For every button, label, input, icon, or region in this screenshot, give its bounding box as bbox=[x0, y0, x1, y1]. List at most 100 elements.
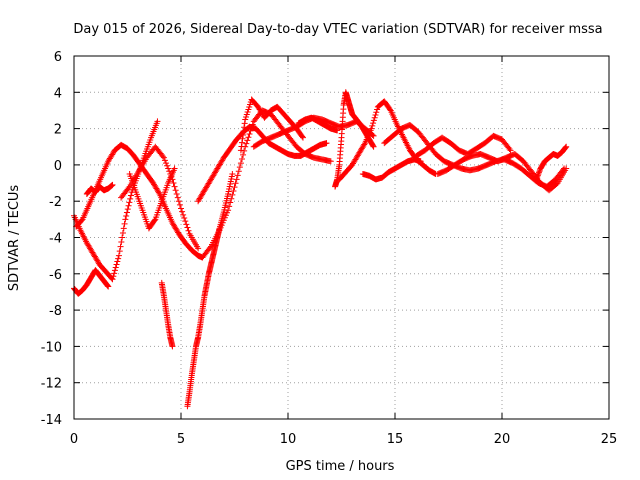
data-point bbox=[114, 258, 121, 265]
data-point bbox=[237, 160, 244, 167]
data-point bbox=[229, 191, 236, 198]
data-point bbox=[123, 212, 130, 219]
data-point bbox=[236, 164, 243, 171]
data-point bbox=[248, 124, 255, 131]
data-point bbox=[231, 184, 238, 191]
data-point bbox=[169, 343, 176, 350]
data-point bbox=[230, 187, 237, 194]
y-tick-label: 2 bbox=[54, 123, 62, 138]
x-tick-label: 5 bbox=[177, 432, 185, 447]
data-point bbox=[176, 201, 183, 208]
data-point bbox=[116, 248, 123, 255]
data-point bbox=[299, 133, 306, 140]
data-point bbox=[536, 168, 543, 175]
data-point bbox=[232, 180, 239, 187]
data-point bbox=[370, 132, 377, 139]
data-point bbox=[163, 160, 170, 167]
data-point bbox=[244, 137, 251, 144]
data-point bbox=[112, 264, 119, 271]
data-point bbox=[240, 151, 247, 158]
data-point bbox=[368, 125, 375, 132]
data-point bbox=[182, 218, 189, 225]
x-tick-label: 15 bbox=[387, 432, 404, 447]
series-arc-20 bbox=[533, 143, 570, 183]
y-axis-label: SDTVAR / TECUs bbox=[7, 185, 22, 292]
data-point bbox=[154, 118, 161, 125]
data-point bbox=[118, 239, 125, 246]
data-point bbox=[233, 176, 240, 183]
data-point bbox=[299, 134, 306, 141]
data-point bbox=[563, 165, 570, 172]
y-tick-label: -6 bbox=[49, 268, 62, 283]
data-point bbox=[115, 255, 122, 262]
y-tick-label: -8 bbox=[49, 304, 62, 319]
data-point bbox=[159, 153, 166, 160]
x-tick-label: 25 bbox=[601, 432, 618, 447]
data-point bbox=[120, 225, 127, 232]
data-point bbox=[105, 283, 112, 290]
data-point bbox=[249, 121, 256, 128]
data-point bbox=[165, 165, 172, 172]
data-point bbox=[110, 273, 117, 280]
data-point bbox=[225, 207, 232, 214]
data-point bbox=[175, 198, 182, 205]
data-point bbox=[374, 106, 381, 113]
data-point bbox=[238, 139, 245, 146]
data-point bbox=[161, 157, 168, 164]
series-arc-7 bbox=[158, 279, 176, 350]
y-tick-label: -10 bbox=[41, 340, 62, 355]
data-point bbox=[535, 170, 542, 177]
data-point bbox=[155, 189, 162, 196]
data-point bbox=[170, 180, 177, 187]
series-arc-4 bbox=[83, 181, 116, 197]
data-point bbox=[171, 183, 178, 190]
data-point bbox=[327, 158, 334, 165]
data-point bbox=[179, 208, 186, 215]
data-point bbox=[533, 176, 540, 183]
data-point bbox=[506, 146, 513, 153]
data-point bbox=[127, 195, 134, 202]
data-point bbox=[235, 168, 242, 175]
data-point bbox=[372, 111, 379, 118]
data-point bbox=[371, 114, 378, 121]
data-point bbox=[166, 168, 173, 175]
data-point bbox=[104, 282, 111, 289]
x-tick-label: 20 bbox=[494, 432, 511, 447]
data-point bbox=[234, 172, 241, 179]
data-point bbox=[240, 128, 247, 135]
data-point bbox=[323, 140, 330, 147]
data-point bbox=[229, 170, 236, 177]
data-point bbox=[370, 143, 377, 150]
data-point bbox=[535, 169, 542, 176]
series-arc-13 bbox=[295, 114, 341, 134]
data-point bbox=[109, 181, 116, 188]
data-point bbox=[111, 267, 118, 274]
x-axis-label: GPS time / hours bbox=[286, 459, 395, 474]
x-axis-ticks: 0 5 10 15 20 25 bbox=[70, 56, 617, 447]
data-point bbox=[226, 203, 233, 210]
y-tick-label: -12 bbox=[41, 377, 62, 392]
y-tick-label: 6 bbox=[54, 50, 62, 65]
data-point bbox=[228, 195, 235, 202]
data-point bbox=[124, 206, 131, 213]
data-point bbox=[370, 142, 377, 149]
data-point bbox=[238, 156, 245, 163]
data-point bbox=[241, 124, 248, 131]
data-point bbox=[178, 205, 184, 212]
y-axis-ticks: -14 -12 -10 -8 -6 -4 -2 0 2 4 6 bbox=[41, 50, 609, 428]
data-point bbox=[123, 209, 130, 216]
series-arc-19 bbox=[434, 151, 570, 194]
data-point bbox=[115, 252, 122, 259]
data-point bbox=[117, 243, 124, 250]
data-point bbox=[373, 109, 380, 116]
data-point bbox=[563, 143, 570, 150]
data-point bbox=[104, 282, 111, 289]
data-point bbox=[369, 131, 376, 138]
chart-title: Day 015 of 2026, Sidereal Day-to-day VTE… bbox=[73, 22, 602, 37]
data-point bbox=[417, 158, 424, 165]
data-point bbox=[172, 187, 179, 194]
data-point bbox=[174, 194, 181, 201]
data-point bbox=[164, 162, 171, 169]
y-tick-label: -2 bbox=[49, 195, 62, 210]
